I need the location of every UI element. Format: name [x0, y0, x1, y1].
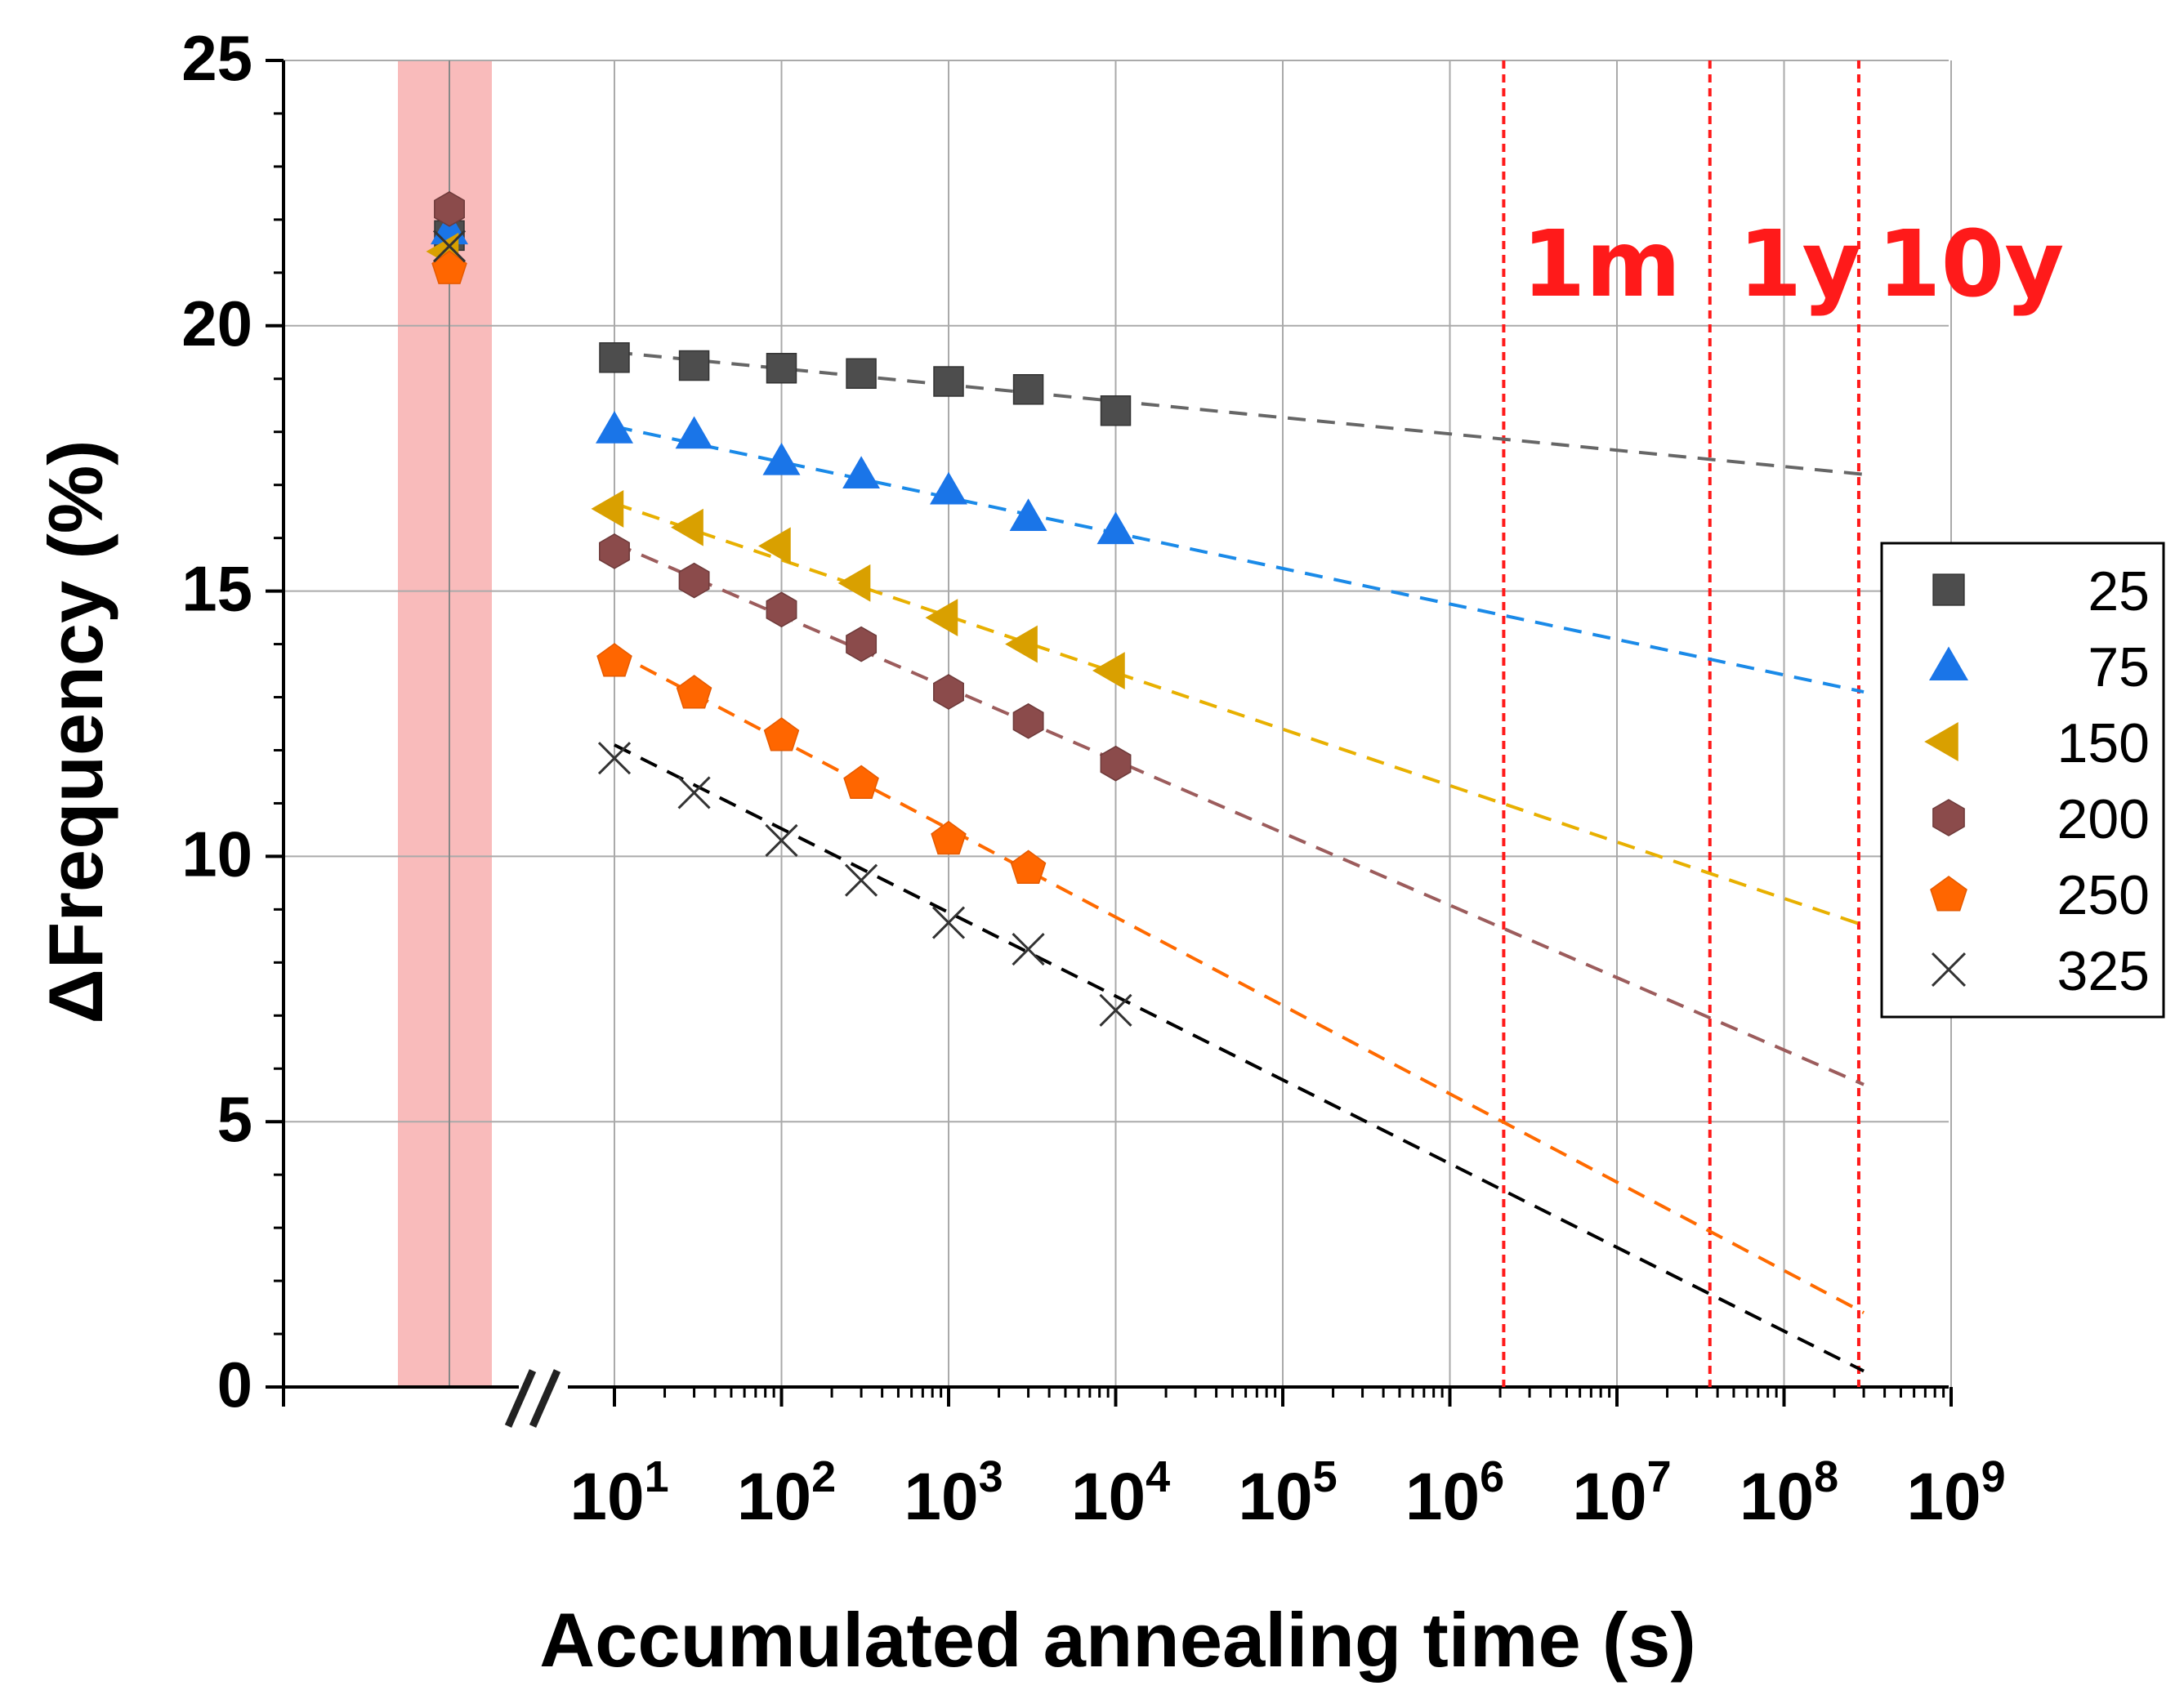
x-tick-label: 109 — [1906, 1452, 2005, 1534]
initial-point-325 — [432, 230, 467, 263]
fit-line-325 — [614, 743, 1865, 1373]
x-tick-label: 102 — [737, 1452, 836, 1534]
data-point-75 — [842, 456, 880, 488]
legend-label-25: 25 — [2088, 560, 2150, 622]
x-tick-label: 106 — [1405, 1452, 1504, 1534]
data-point-25 — [933, 366, 964, 397]
x-tick-label: 107 — [1572, 1452, 1671, 1534]
data-point-25 — [846, 358, 877, 390]
data-point-325-stroke — [845, 863, 878, 897]
legend-box — [1880, 542, 2165, 1019]
axis-break-mark — [529, 1369, 561, 1428]
data-point-200 — [678, 562, 710, 599]
data-point-325 — [845, 863, 878, 897]
data-point-250 — [1010, 850, 1047, 884]
y-tick-label: 0 — [217, 1349, 252, 1420]
data-point-25 — [1100, 395, 1132, 426]
data-point-325-stroke — [931, 906, 966, 939]
data-point-200 — [1012, 702, 1044, 739]
data-point-25 — [599, 342, 630, 373]
data-point-325 — [1012, 933, 1045, 966]
data-point-150 — [837, 564, 871, 602]
y-tick-label: 25 — [181, 22, 252, 94]
data-point-75 — [1009, 498, 1047, 531]
x-axis-title: Accumulated annealing time (s) — [539, 1597, 1696, 1683]
data-point-25 — [766, 353, 797, 384]
data-point-150 — [925, 599, 958, 636]
fit-line-75 — [614, 425, 1865, 693]
legend-marker-200 — [1932, 799, 1965, 836]
data-point-25 — [1012, 374, 1044, 405]
y-tick-label: 15 — [181, 553, 252, 625]
fit-line-200 — [614, 542, 1865, 1086]
data-point-325-stroke — [677, 776, 711, 809]
data-point-75 — [762, 442, 801, 475]
legend-label-150: 150 — [2057, 712, 2150, 774]
legend-marker-250 — [1930, 876, 1967, 912]
legend: 25 75 150 200 250 325 — [1880, 542, 2165, 1019]
x-tick-label: 101 — [569, 1452, 668, 1534]
data-point-200 — [766, 591, 797, 628]
data-point-150 — [1092, 652, 1125, 690]
data-point-325 — [931, 906, 966, 939]
data-point-325 — [597, 742, 632, 775]
reference-label-1y: 1y — [1739, 212, 1862, 318]
axis-layer: 0 5 10 15 20 25 101 102 103 104 105 106 107 108 109 — [181, 22, 2005, 1534]
fit-line-250 — [614, 650, 1865, 1314]
x-tick-label: 105 — [1238, 1452, 1337, 1534]
data-point-250 — [931, 820, 967, 855]
data-point-325-stroke — [765, 823, 798, 857]
legend-marker-25 — [1932, 573, 1965, 606]
data-point-200 — [599, 533, 630, 569]
data-point-250 — [676, 675, 712, 709]
reference-label-10y: 10y — [1878, 212, 2065, 318]
data-point-200 — [846, 626, 878, 662]
data-point-325 — [765, 823, 798, 857]
y-axis-title: ΔFrequency (%) — [33, 439, 118, 1023]
data-point-250 — [763, 717, 800, 751]
data-point-325-stroke — [1012, 933, 1045, 966]
initial-point-325-stroke — [432, 230, 467, 263]
data-point-250 — [596, 643, 632, 677]
x-tick-label: 104 — [1071, 1452, 1170, 1534]
fit-lines-layer — [614, 350, 1865, 1373]
legend-marker-325 — [1931, 952, 1967, 988]
legend-label-200: 200 — [2057, 788, 2150, 850]
legend-marker-150 — [1924, 722, 1958, 761]
legend-marker-325-stroke — [1931, 952, 1967, 988]
data-point-25 — [678, 350, 710, 381]
data-point-325-stroke — [597, 742, 632, 775]
data-point-150 — [671, 508, 703, 546]
reference-label-1m: 1m — [1522, 212, 1681, 318]
axis-break-mark — [504, 1369, 537, 1428]
data-point-200 — [933, 674, 964, 710]
legend-marker-75 — [1929, 646, 1968, 681]
labels-layer: Accumulated annealing time (s) ΔFrequency… — [33, 212, 2064, 1683]
data-point-150 — [1005, 625, 1038, 663]
y-tick-label: 20 — [181, 288, 252, 359]
legend-label-325: 325 — [2057, 940, 2150, 1002]
data-point-250 — [843, 765, 879, 800]
y-tick-label: 10 — [181, 818, 252, 890]
x-tick-label: 103 — [904, 1452, 1003, 1534]
data-point-75 — [929, 471, 968, 505]
data-point-200 — [1100, 745, 1132, 782]
data-point-75 — [1096, 511, 1135, 545]
data-point-75 — [675, 416, 713, 449]
initial-point-200 — [434, 191, 465, 227]
legend-label-250: 250 — [2057, 864, 2150, 926]
data-point-325-stroke — [1099, 993, 1132, 1027]
data-point-150 — [757, 527, 791, 565]
data-points-layer — [426, 191, 1135, 1027]
x-tick-label: 108 — [1740, 1452, 1838, 1534]
data-point-75 — [595, 411, 634, 444]
legend-label-75: 75 — [2088, 636, 2150, 698]
data-point-325 — [1099, 993, 1132, 1027]
fit-line-150 — [614, 502, 1865, 927]
data-point-150 — [591, 490, 624, 528]
data-point-325 — [677, 776, 711, 809]
y-tick-label: 5 — [217, 1083, 252, 1155]
fit-line-25 — [614, 350, 1865, 476]
